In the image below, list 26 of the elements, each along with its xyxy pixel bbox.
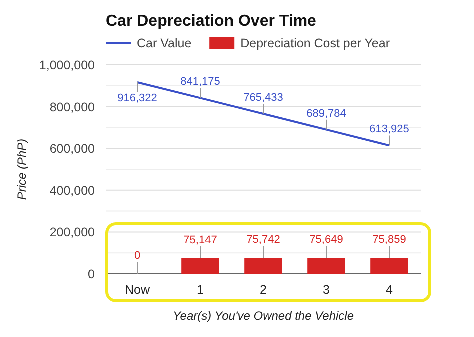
x-tick-label: 1 (197, 283, 204, 297)
data-label: 75,649 (310, 234, 344, 246)
y-tick-label: 0 (88, 268, 96, 282)
x-tick-label: 4 (386, 283, 394, 297)
legend-label: Car Value (137, 36, 192, 50)
legend-label: Depreciation Cost per Year (240, 36, 390, 50)
y-tick-label: 600,000 (50, 142, 96, 156)
y-tick-label: 200,000 (50, 226, 96, 240)
x-tick-label: 2 (260, 283, 268, 297)
chart-title: Car Depreciation Over Time (106, 13, 317, 30)
data-label: 841,175 (180, 76, 220, 88)
data-label: 689,784 (306, 108, 346, 120)
data-label: 765,433 (244, 92, 284, 104)
x-tick-label: 3 (323, 283, 330, 297)
data-label: 613,925 (370, 124, 410, 136)
data-label: 75,742 (246, 234, 280, 246)
data-label: 0 (134, 250, 141, 262)
x-tick-label: Now (124, 283, 151, 297)
y-tick-label: 400,000 (50, 184, 96, 198)
y-axis-title: Price (PhP) (15, 138, 29, 200)
y-tick-label: 800,000 (50, 100, 96, 114)
data-label: 916,322 (118, 92, 158, 104)
data-label: 75,859 (372, 234, 406, 246)
x-axis-title: Year(s) You've Owned the Vehicle (172, 309, 354, 323)
data-label: 75,147 (184, 234, 218, 246)
y-tick-label: 1,000,000 (39, 58, 96, 72)
